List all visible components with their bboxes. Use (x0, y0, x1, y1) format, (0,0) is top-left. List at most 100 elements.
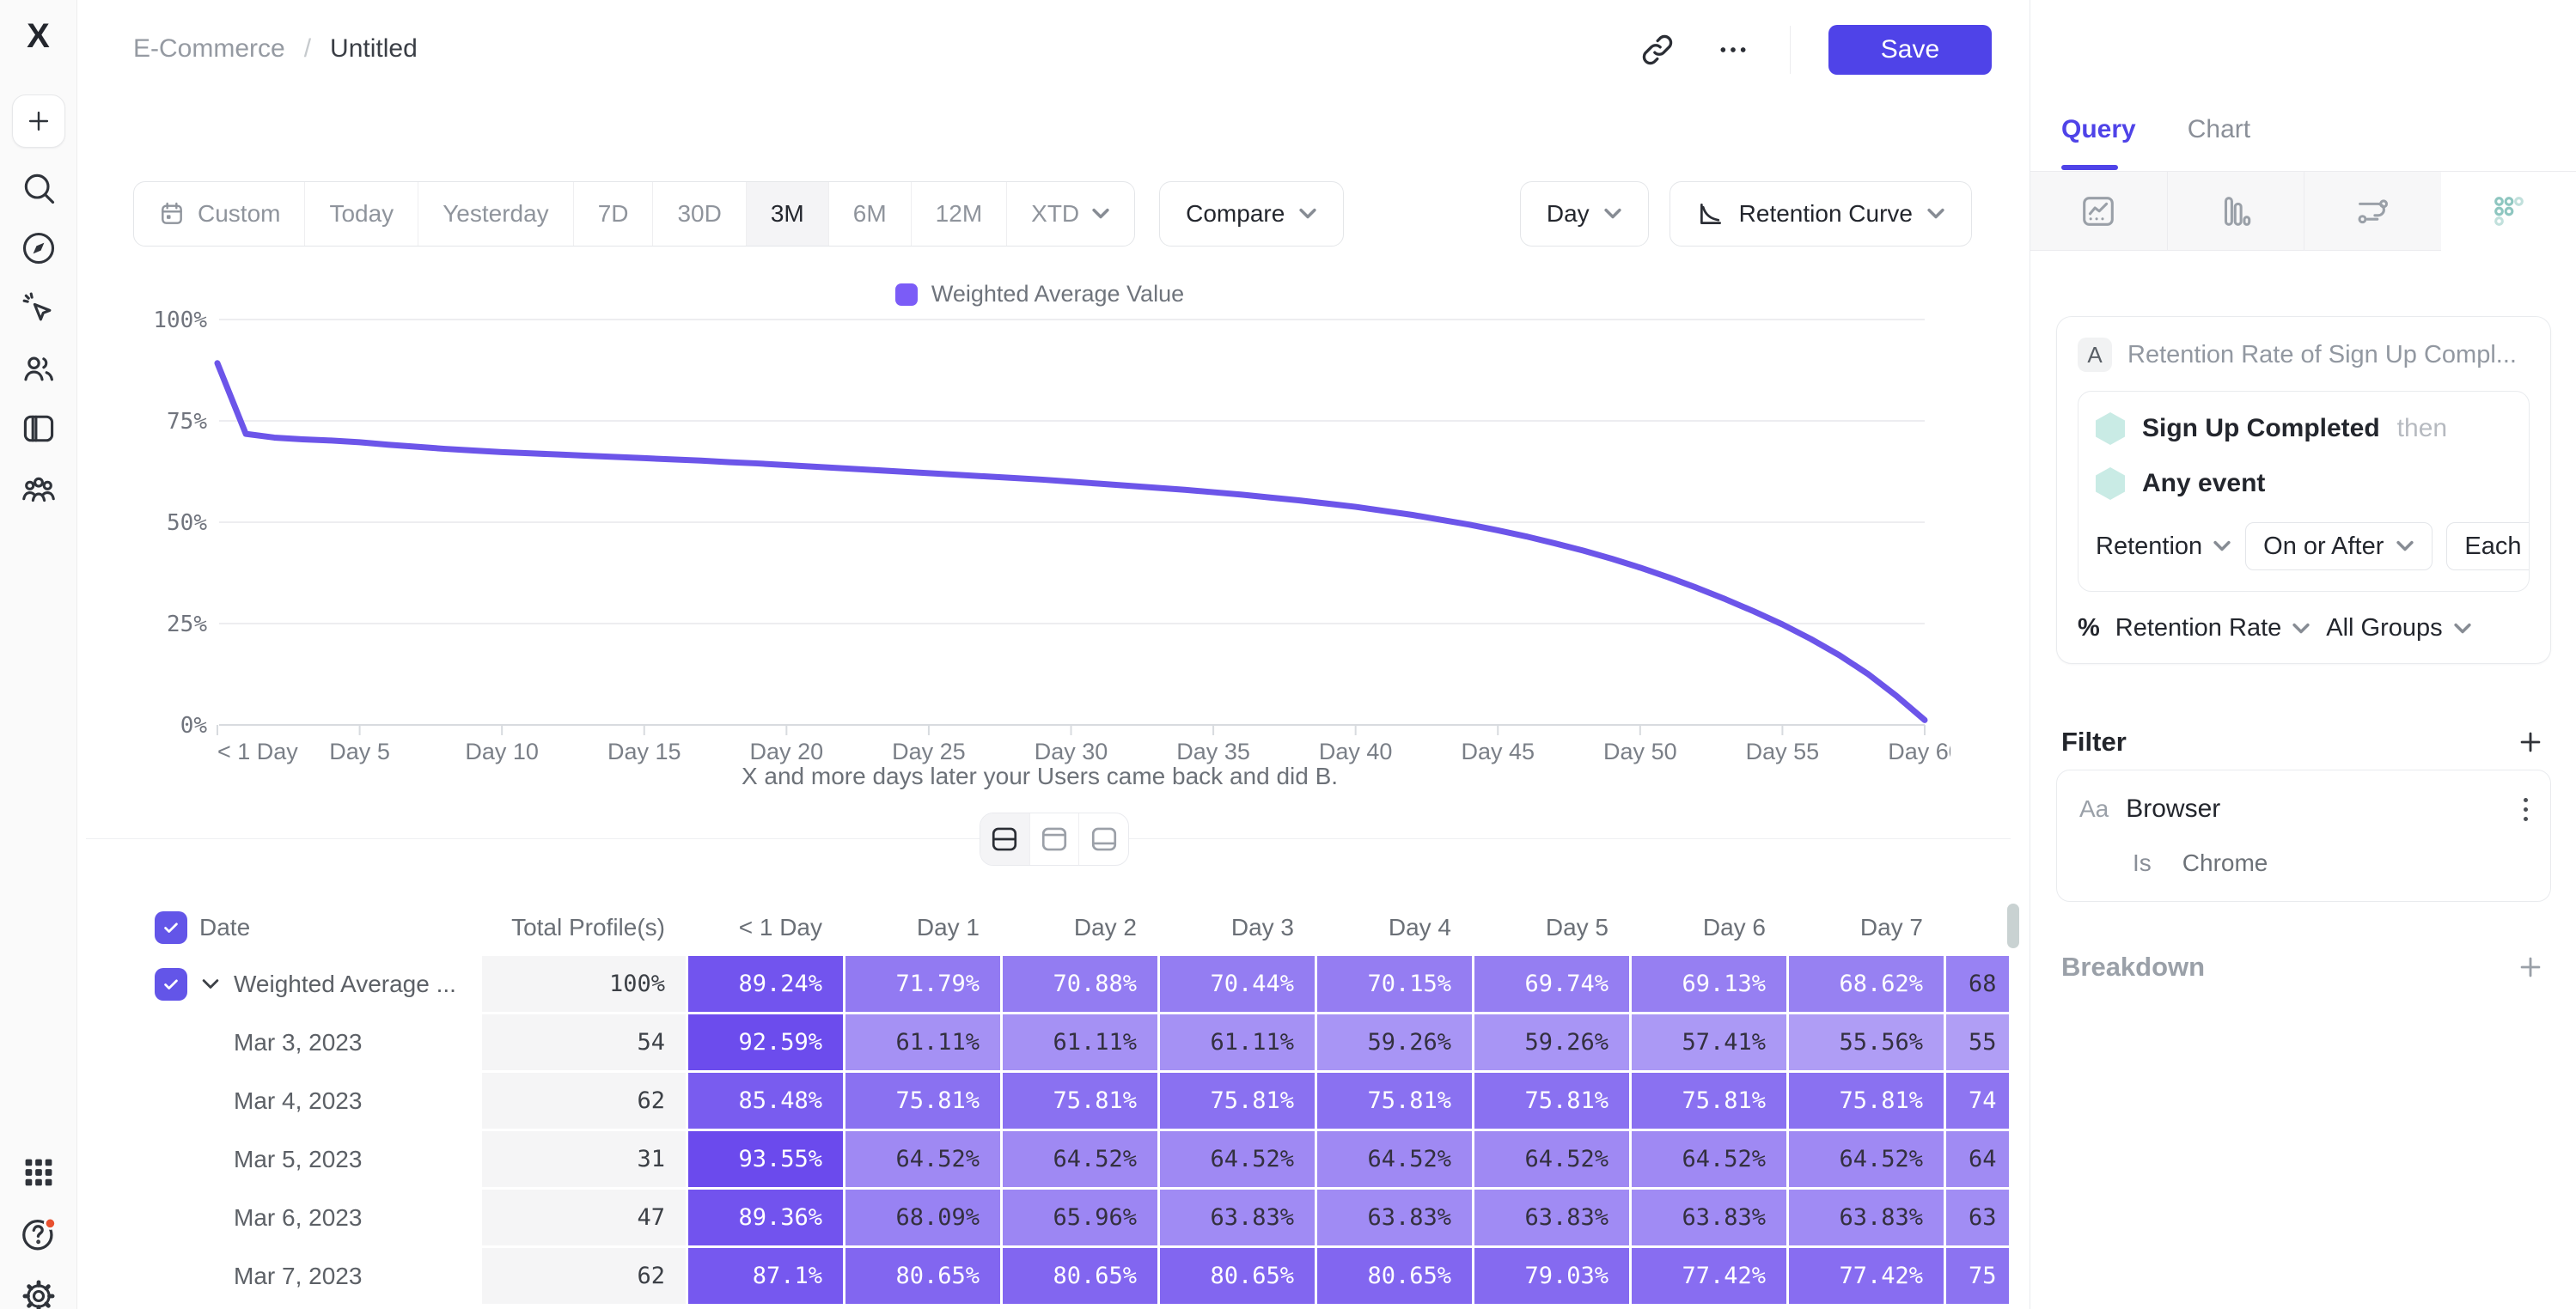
filter-menu-button[interactable] (2524, 797, 2528, 821)
sidebar-item-cohorts[interactable] (19, 469, 58, 508)
layout-table-only-button[interactable] (1079, 813, 1128, 865)
add-breakdown-button[interactable] (2516, 953, 2545, 982)
retention-cell[interactable]: 87.1% (688, 1248, 843, 1304)
table-row[interactable]: Weighted Average ... 100% 89.24% 71.79% 70.8… (148, 956, 2009, 1012)
range-yesterday[interactable]: Yesterday (418, 182, 574, 246)
sidebar-item-discover[interactable] (19, 228, 58, 268)
sidebar-item-help[interactable] (19, 1215, 58, 1254)
tab-query[interactable]: Query (2061, 115, 2136, 143)
breadcrumb-page-title[interactable]: Untitled (330, 34, 418, 63)
retention-mode-dropdown[interactable]: Retention (2096, 533, 2231, 561)
retention-interval-dropdown[interactable]: Each Day (2446, 522, 2529, 570)
sidebar-item-workspace[interactable] (19, 409, 58, 448)
retention-cell[interactable]: 92.59% (688, 1014, 843, 1070)
range-today[interactable]: Today (305, 182, 419, 246)
filter-operator[interactable]: Is (2133, 849, 2152, 876)
retention-cell[interactable]: 68 (1946, 956, 2009, 1012)
retention-cell[interactable]: 61.11% (1160, 1014, 1315, 1070)
retention-cell[interactable]: 61.11% (1003, 1014, 1157, 1070)
table-row[interactable]: Mar 7, 2023 62 87.1% 80.65% 80.65% 80.65% 80.6… (148, 1248, 2009, 1304)
retention-cell[interactable]: 57.41% (1632, 1014, 1786, 1070)
measure-dropdown[interactable]: Retention Rate (2115, 614, 2310, 642)
retention-cell[interactable]: 79.03% (1474, 1248, 1629, 1304)
retention-cell[interactable]: 63.83% (1632, 1190, 1786, 1245)
new-report-button[interactable] (11, 94, 65, 148)
retention-cell[interactable]: 89.36% (688, 1190, 843, 1245)
retention-cell[interactable]: 61.11% (845, 1014, 1000, 1070)
retention-cell[interactable]: 65.96% (1003, 1190, 1157, 1245)
retention-cell[interactable]: 89.24% (688, 956, 843, 1012)
retention-table[interactable]: Date Total Profile(s) < 1 Day Day 1 Day 2 Day… (148, 902, 2009, 1309)
retention-cell[interactable]: 75.81% (1474, 1073, 1629, 1129)
retention-cell[interactable]: 59.26% (1474, 1014, 1629, 1070)
event-b-row[interactable]: Any event (2096, 467, 2512, 500)
table-row[interactable]: Mar 4, 2023 62 85.48% 75.81% 75.81% 75.81% 75.… (148, 1073, 2009, 1129)
table-row[interactable]: Mar 6, 2023 47 89.36% 68.09% 65.96% 63.83% 63.… (148, 1190, 2009, 1245)
more-options-button[interactable] (1714, 31, 1752, 69)
retention-cell[interactable]: 64.52% (1789, 1131, 1944, 1187)
filter-card[interactable]: Aa Browser Is Chrome (2056, 770, 2551, 902)
retention-cell[interactable]: 64.52% (1317, 1131, 1472, 1187)
retention-cell[interactable]: 70.88% (1003, 956, 1157, 1012)
retention-cell[interactable]: 80.65% (845, 1248, 1000, 1304)
report-type-flows[interactable] (2304, 172, 2441, 251)
retention-cell[interactable]: 68.62% (1789, 956, 1944, 1012)
breadcrumb-project[interactable]: E-Commerce (133, 34, 285, 63)
retention-cell[interactable]: 80.65% (1160, 1248, 1315, 1304)
retention-cell[interactable]: 63 (1946, 1190, 2009, 1245)
retention-cell[interactable]: 64 (1946, 1131, 2009, 1187)
retention-cell[interactable]: 64.52% (1474, 1131, 1629, 1187)
retention-cell[interactable]: 63.83% (1789, 1190, 1944, 1245)
retention-cell[interactable]: 55.56% (1789, 1014, 1944, 1070)
range-6m[interactable]: 6M (829, 182, 912, 246)
retention-cell[interactable]: 75.81% (845, 1073, 1000, 1129)
retention-cell[interactable]: 64.52% (1160, 1131, 1315, 1187)
retention-cell[interactable]: 75.81% (1632, 1073, 1786, 1129)
sidebar-item-search[interactable] (19, 168, 58, 208)
range-custom[interactable]: Custom (134, 182, 306, 246)
table-scrollbar[interactable] (2007, 904, 2019, 948)
sidebar-item-audience[interactable] (19, 349, 58, 388)
retention-line-chart[interactable]: 100% 75% 50% 25% 0% < 1 Day Day 5 Day 10 Day 15 D… (129, 302, 1950, 770)
sidebar-item-apps[interactable] (19, 1153, 58, 1192)
range-xtd[interactable]: XTD (1007, 182, 1134, 246)
range-7d[interactable]: 7D (574, 182, 654, 246)
retention-cell[interactable]: 85.48% (688, 1073, 843, 1129)
copy-link-button[interactable] (1639, 31, 1676, 69)
table-row[interactable]: Mar 3, 2023 54 92.59% 61.11% 61.11% 61.11% 59.… (148, 1014, 2009, 1070)
retention-cell[interactable]: 75 (1946, 1248, 2009, 1304)
sidebar-item-settings[interactable] (19, 1276, 58, 1309)
report-type-retention[interactable] (2440, 172, 2576, 251)
event-a-row[interactable]: Sign Up Completed then (2096, 412, 2512, 445)
retention-cell[interactable]: 77.42% (1632, 1248, 1786, 1304)
retention-cell[interactable]: 93.55% (688, 1131, 843, 1187)
retention-cell[interactable]: 80.65% (1003, 1248, 1157, 1304)
filter-value[interactable]: Chrome (2182, 849, 2268, 876)
groups-dropdown[interactable]: All Groups (2326, 614, 2471, 642)
retention-cell[interactable]: 70.44% (1160, 956, 1315, 1012)
range-3m[interactable]: 3M (746, 182, 829, 246)
retention-cell[interactable]: 64.52% (1003, 1131, 1157, 1187)
report-type-funnels[interactable] (2167, 172, 2304, 251)
retention-cell[interactable]: 68.09% (845, 1190, 1000, 1245)
retention-cell[interactable]: 59.26% (1317, 1014, 1472, 1070)
save-button[interactable]: Save (1828, 24, 1992, 75)
retention-cell[interactable]: 75.81% (1003, 1073, 1157, 1129)
retention-cell[interactable]: 80.65% (1317, 1248, 1472, 1304)
table-row[interactable]: Mar 5, 2023 31 93.55% 64.52% 64.52% 64.52% 64.… (148, 1131, 2009, 1187)
layout-chart-only-button[interactable] (1030, 813, 1080, 865)
retention-cell[interactable]: 77.42% (1789, 1248, 1944, 1304)
sidebar-item-events[interactable] (19, 289, 58, 328)
range-30d[interactable]: 30D (653, 182, 747, 246)
query-title[interactable]: Retention Rate of Sign Up Compl... (2127, 340, 2517, 368)
retention-cell[interactable]: 55 (1946, 1014, 2009, 1070)
app-logo-icon[interactable]: X (27, 16, 50, 55)
retention-cell[interactable]: 69.13% (1632, 956, 1786, 1012)
retention-cell[interactable]: 63.83% (1474, 1190, 1629, 1245)
report-type-insights[interactable] (2030, 172, 2168, 251)
retention-cell[interactable]: 74 (1946, 1073, 2009, 1129)
retention-cell[interactable]: 63.83% (1317, 1190, 1472, 1245)
retention-cell[interactable]: 64.52% (1632, 1131, 1786, 1187)
retention-cell[interactable]: 70.15% (1317, 956, 1472, 1012)
tab-chart[interactable]: Chart (2187, 115, 2251, 143)
